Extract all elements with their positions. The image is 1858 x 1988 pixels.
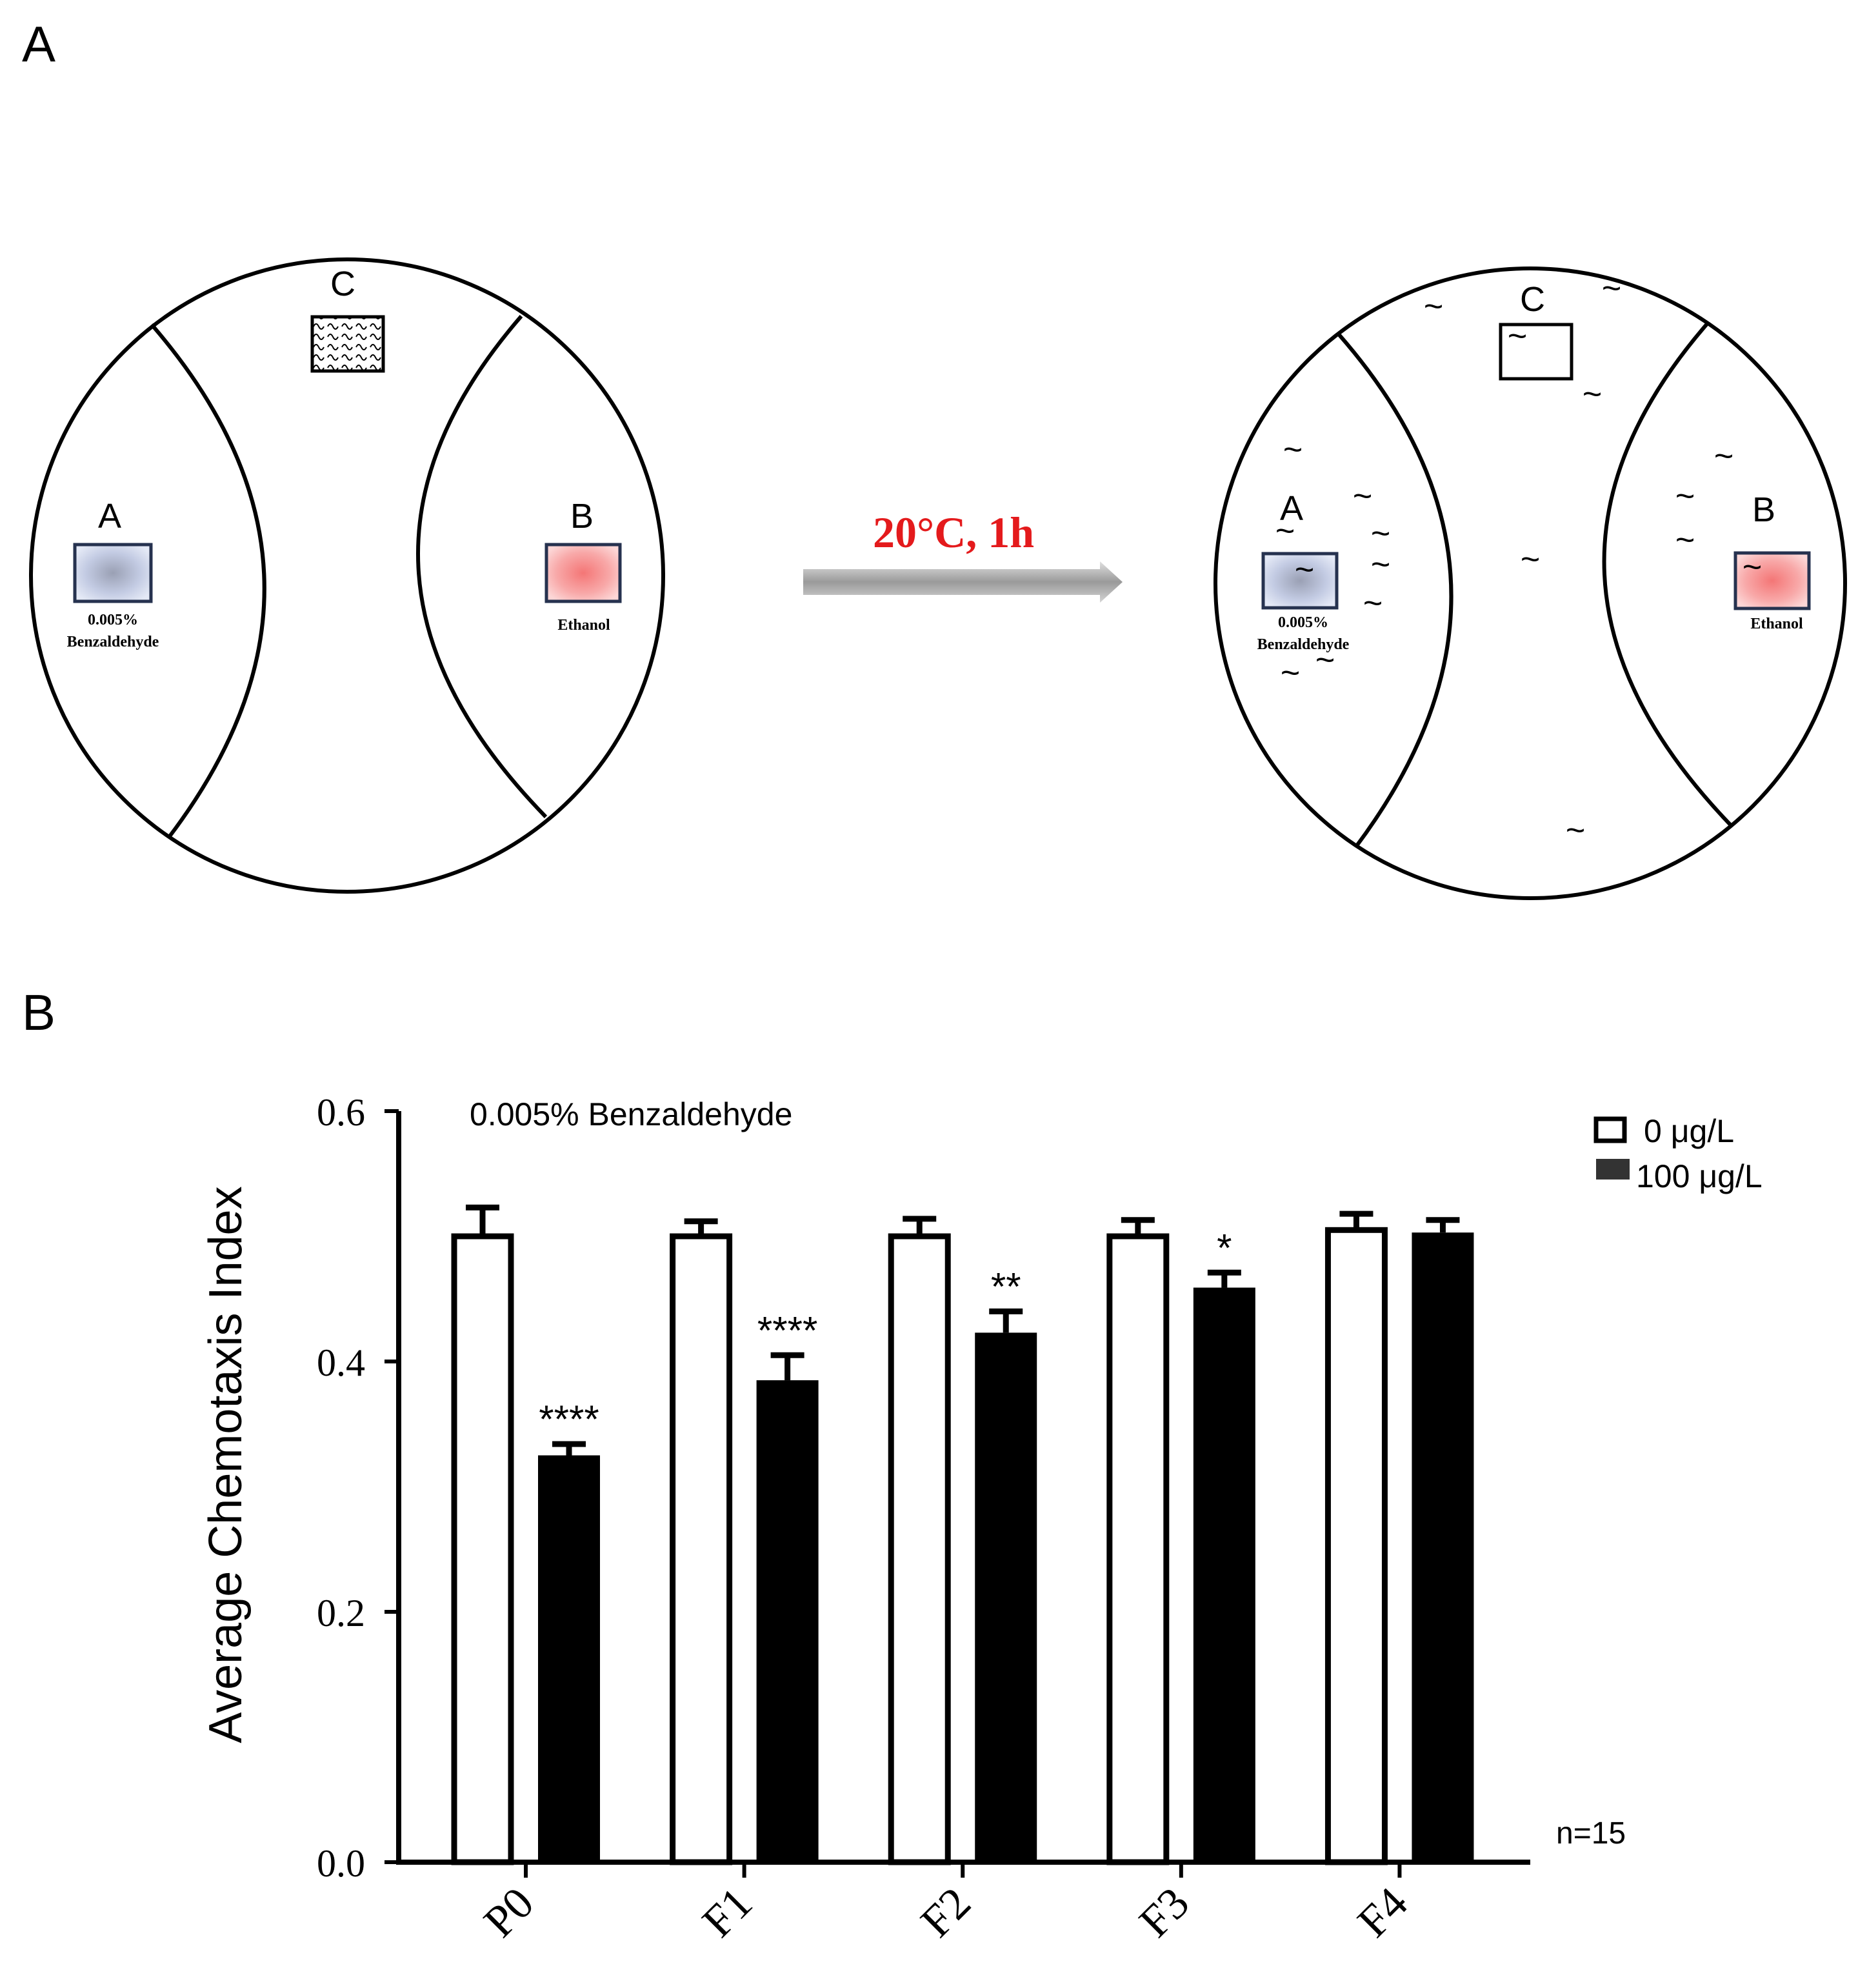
worm-glyph-0: ~ bbox=[1424, 288, 1443, 325]
right-spot-a-text-1: 0.005% bbox=[1278, 614, 1328, 631]
left-ethanol-spot bbox=[544, 543, 622, 603]
bar-F3-series1 bbox=[1193, 1287, 1255, 1862]
legend-swatch-0 bbox=[1593, 1116, 1627, 1143]
right-assay-plate: C A 0.005% Benzaldehyde B Ethanol ~ ~~~~~… bbox=[1214, 266, 1847, 900]
right-spot-b-text: Ethanol bbox=[1750, 616, 1803, 632]
left-assay-plate: C A 0.005% Benzaldehyde B Ethanol bbox=[29, 257, 665, 894]
right-plate-divider-a bbox=[1337, 333, 1453, 848]
bar-F2-series1 bbox=[975, 1332, 1037, 1862]
y-tick-label-3: 0.6 bbox=[317, 1091, 365, 1134]
significance-P0: **** bbox=[539, 1398, 599, 1441]
left-region-c-label: C bbox=[330, 265, 355, 303]
worm-glyph-9: ~ bbox=[1371, 546, 1390, 583]
worm-glyph-12: ~ bbox=[1281, 654, 1300, 692]
y-tick-label-1: 0.2 bbox=[317, 1592, 365, 1634]
legend-label-1: 100 μg/L bbox=[1636, 1158, 1763, 1194]
legend-swatch-1 bbox=[1596, 1159, 1630, 1180]
worm-glyphs: ~ ~~~~~~~~~~~~~~~~~~ bbox=[1275, 270, 1762, 849]
arrow-shape bbox=[803, 561, 1123, 603]
worm-glyph-6: ~ bbox=[1275, 512, 1295, 550]
bar-F4-series0 bbox=[1324, 1227, 1388, 1865]
bar-chart: 0.005% Benzaldehyde Average Chemotaxis I… bbox=[200, 1091, 1763, 1947]
chart-title: 0.005% Benzaldehyde bbox=[470, 1096, 792, 1132]
bar-P0-series1 bbox=[538, 1455, 600, 1862]
left-worm-start-square bbox=[310, 315, 385, 373]
worm-glyph-18: ~ bbox=[1566, 812, 1585, 849]
bar-F3-series0 bbox=[1106, 1233, 1170, 1865]
worm-glyph-1: ~ bbox=[1602, 270, 1621, 307]
significance-F3: * bbox=[1217, 1226, 1232, 1269]
legend: 0 μg/L 100 μg/L bbox=[1593, 1113, 1763, 1194]
worm-glyph-10: ~ bbox=[1363, 585, 1383, 622]
worm-glyph-16: ~ bbox=[1675, 521, 1695, 559]
y-tick-label-2: 0.4 bbox=[317, 1341, 365, 1384]
worm-glyph-2: ~ bbox=[1508, 317, 1527, 355]
left-plate-divider-b bbox=[416, 315, 548, 819]
right-plate-divider-b bbox=[1602, 323, 1732, 827]
left-plate-divider-a bbox=[150, 323, 266, 838]
y-tick-label-0: 0.0 bbox=[317, 1842, 365, 1885]
left-benzaldehyde-spot bbox=[73, 543, 153, 603]
x-tick-label-P0: P0 bbox=[475, 1878, 544, 1947]
right-spot-a-text-2: Benzaldehyde bbox=[1257, 636, 1350, 653]
significance-F1: **** bbox=[757, 1309, 817, 1352]
worm-glyph-8: ~ bbox=[1371, 515, 1390, 552]
panel-b-label: B bbox=[22, 984, 55, 1041]
left-spot-b-text: Ethanol bbox=[557, 617, 610, 634]
left-region-b-label: B bbox=[570, 497, 594, 536]
significance-F2: ** bbox=[991, 1265, 1021, 1308]
x-tick-label-F1: F1 bbox=[693, 1878, 762, 1947]
worm-glyph-3: ~ bbox=[1583, 376, 1602, 413]
arrow-label: 20°C, 1h bbox=[873, 508, 1034, 557]
bar-F4-series1 bbox=[1412, 1232, 1474, 1862]
left-spot-a-text-2: Benzaldehyde bbox=[67, 634, 159, 650]
right-region-c-label: C bbox=[1520, 280, 1545, 319]
worm-glyph-4: ~ bbox=[1283, 431, 1303, 468]
worm-glyph-7: ~ bbox=[1295, 551, 1314, 588]
x-tick-label-F4: F4 bbox=[1348, 1878, 1417, 1947]
chart-plot-area: 0.0 0.2 0.4 0.6 **** P0 **** F1 ** F2 * F3 F4 bbox=[317, 1091, 1530, 1947]
worm-glyph-11: ~ bbox=[1315, 641, 1335, 679]
worm-glyph-14: ~ bbox=[1714, 437, 1733, 475]
worm-glyph-15: ~ bbox=[1675, 477, 1695, 515]
x-tick-label-F3: F3 bbox=[1130, 1878, 1199, 1947]
left-plate-outline bbox=[29, 257, 665, 894]
bar-F2-series0 bbox=[888, 1233, 951, 1865]
y-axis-label: Average Chemotaxis Index bbox=[200, 1186, 252, 1743]
bar-F1-series0 bbox=[670, 1233, 733, 1865]
panel-a-label: A bbox=[22, 15, 55, 72]
right-region-a-label: A bbox=[1280, 489, 1303, 528]
legend-label-0: 0 μg/L bbox=[1644, 1113, 1734, 1149]
bar-P0-series0 bbox=[451, 1233, 514, 1865]
incubation-arrow: 20°C, 1h bbox=[803, 508, 1123, 603]
worm-glyph-13: ~ bbox=[1521, 541, 1540, 578]
worm-glyph-17: ~ bbox=[1743, 548, 1762, 586]
n-label: n=15 bbox=[1556, 1816, 1626, 1851]
worm-glyph-5: ~ bbox=[1353, 477, 1372, 515]
right-ethanol-spot bbox=[1733, 551, 1811, 610]
left-spot-a-text-1: 0.005% bbox=[88, 612, 138, 628]
x-tick-label-F2: F2 bbox=[912, 1878, 981, 1947]
right-plate-outline bbox=[1214, 266, 1847, 900]
right-region-b-label: B bbox=[1752, 490, 1775, 529]
left-region-a-label: A bbox=[98, 497, 121, 536]
bar-F1-series1 bbox=[756, 1380, 819, 1862]
right-benzaldehyde-spot bbox=[1261, 552, 1339, 610]
right-worm-start-square bbox=[1499, 323, 1573, 381]
